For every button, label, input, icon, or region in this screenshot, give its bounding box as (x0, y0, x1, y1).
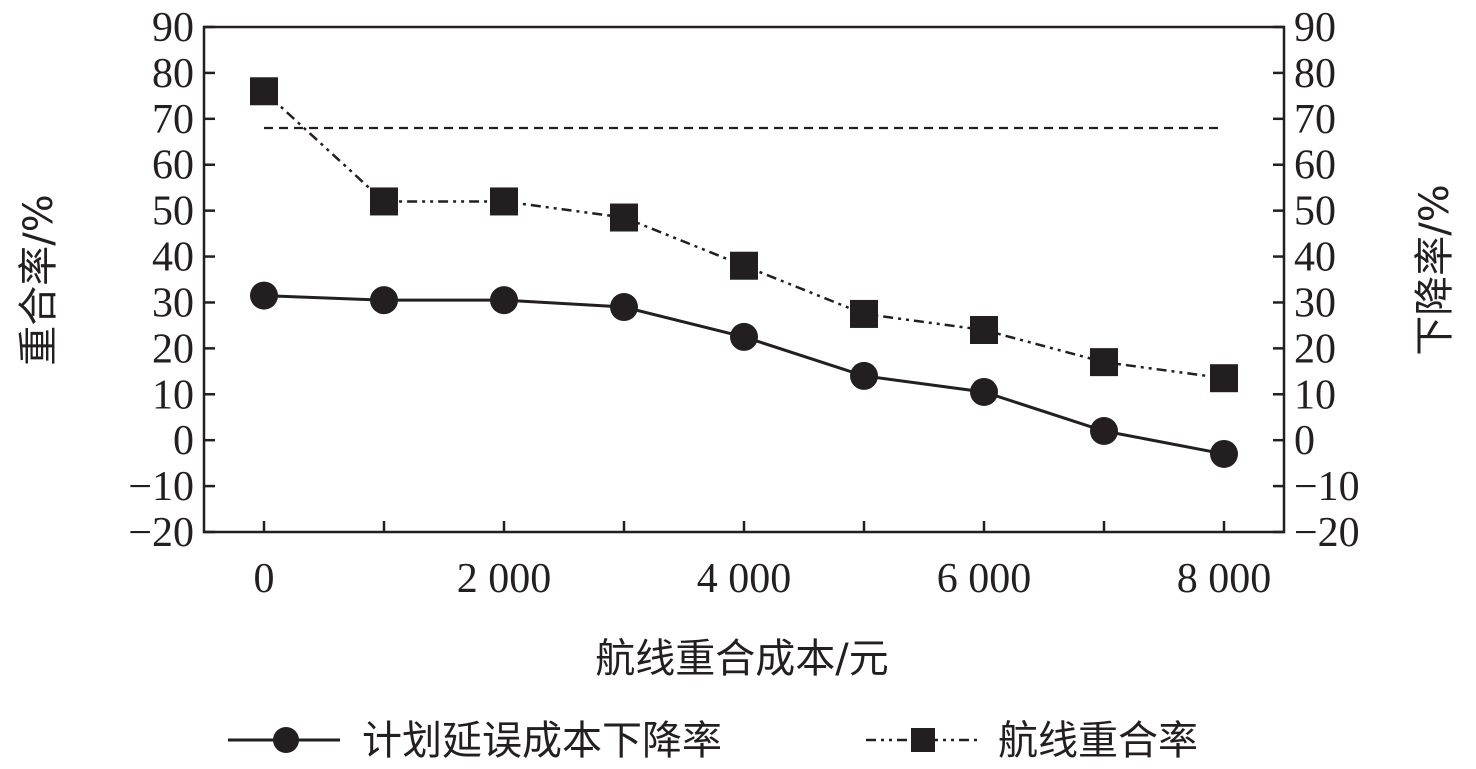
y-left-tick-label: 90 (152, 5, 194, 51)
x-tick-label: 8 000 (1177, 556, 1272, 602)
y-right-tick-label: 80 (1294, 51, 1336, 97)
legend-marker-circle (273, 727, 299, 753)
y-left-tick-label: 0 (173, 418, 194, 464)
x-tick-label: 6 000 (937, 556, 1032, 602)
x-tick-label: 0 (254, 556, 275, 602)
data-point-circle (850, 361, 878, 390)
y-right-tick-label: 90 (1294, 5, 1336, 51)
legend-label-overlap: 航线重合率 (998, 718, 1198, 764)
y-left-tick-label: 20 (152, 326, 194, 372)
data-point-circle (490, 286, 518, 315)
legend-marker-square (911, 728, 935, 752)
data-point-square (730, 251, 758, 280)
x-axis-title: 航线重合成本/元 (595, 636, 888, 682)
y-right-tick-label: 40 (1294, 235, 1336, 281)
y-left-tick-label: 80 (152, 51, 194, 97)
y-right-tick-label: 50 (1294, 189, 1336, 235)
y-left-tick-label: 10 (152, 372, 194, 418)
y-right-tick-label: 0 (1294, 418, 1315, 464)
data-point-square (610, 203, 638, 232)
y-left-tick-label: 60 (152, 143, 194, 189)
legend-label-delay: 计划延误成本下降率 (362, 718, 722, 764)
data-point-circle (610, 293, 638, 322)
data-point-square (490, 187, 518, 216)
data-point-circle (250, 281, 278, 310)
series-line-delay-cost-decline (263, 294, 1225, 456)
y-right-tick-label: −20 (1294, 510, 1360, 556)
data-point-square (370, 187, 398, 216)
y-right-tick-label: 60 (1294, 143, 1336, 189)
y-left-tick-label: 50 (152, 189, 194, 235)
y-left-tick-label: 40 (152, 235, 194, 281)
y-left-tick-label: −10 (128, 464, 194, 510)
y-left-tick-label: −20 (128, 510, 194, 556)
series-group (250, 77, 1238, 468)
y-left-tick-label: 70 (152, 97, 194, 143)
data-point-circle (730, 322, 758, 351)
data-point-circle (370, 286, 398, 315)
data-point-square (1090, 348, 1118, 377)
data-point-square (250, 77, 278, 106)
data-point-circle (1210, 439, 1238, 468)
legend: 计划延误成本下降率 航线重合率 (228, 718, 1198, 764)
x-axis: 0 2 000 4 000 6 000 8 000 (254, 521, 1272, 602)
y-right-tick-label: 70 (1294, 97, 1336, 143)
y-axis-left-title: 重合率/% (16, 194, 62, 365)
y-right-tick-label: 30 (1294, 280, 1336, 326)
data-point-circle (1090, 417, 1118, 445)
x-tick-label: 2 000 (457, 556, 552, 602)
x-tick-label: 4 000 (697, 556, 792, 602)
y-right-tick-label: 20 (1294, 326, 1336, 372)
y-right-tick-label: −10 (1294, 464, 1360, 510)
y-left-tick-label: 30 (152, 280, 194, 326)
y-axis-right-title: 下降率/% (1412, 184, 1458, 355)
data-point-square (850, 299, 878, 328)
y-right-tick-label: 10 (1294, 372, 1336, 418)
data-point-square (1210, 364, 1238, 393)
data-point-square (970, 316, 998, 344)
data-point-circle (970, 377, 998, 406)
